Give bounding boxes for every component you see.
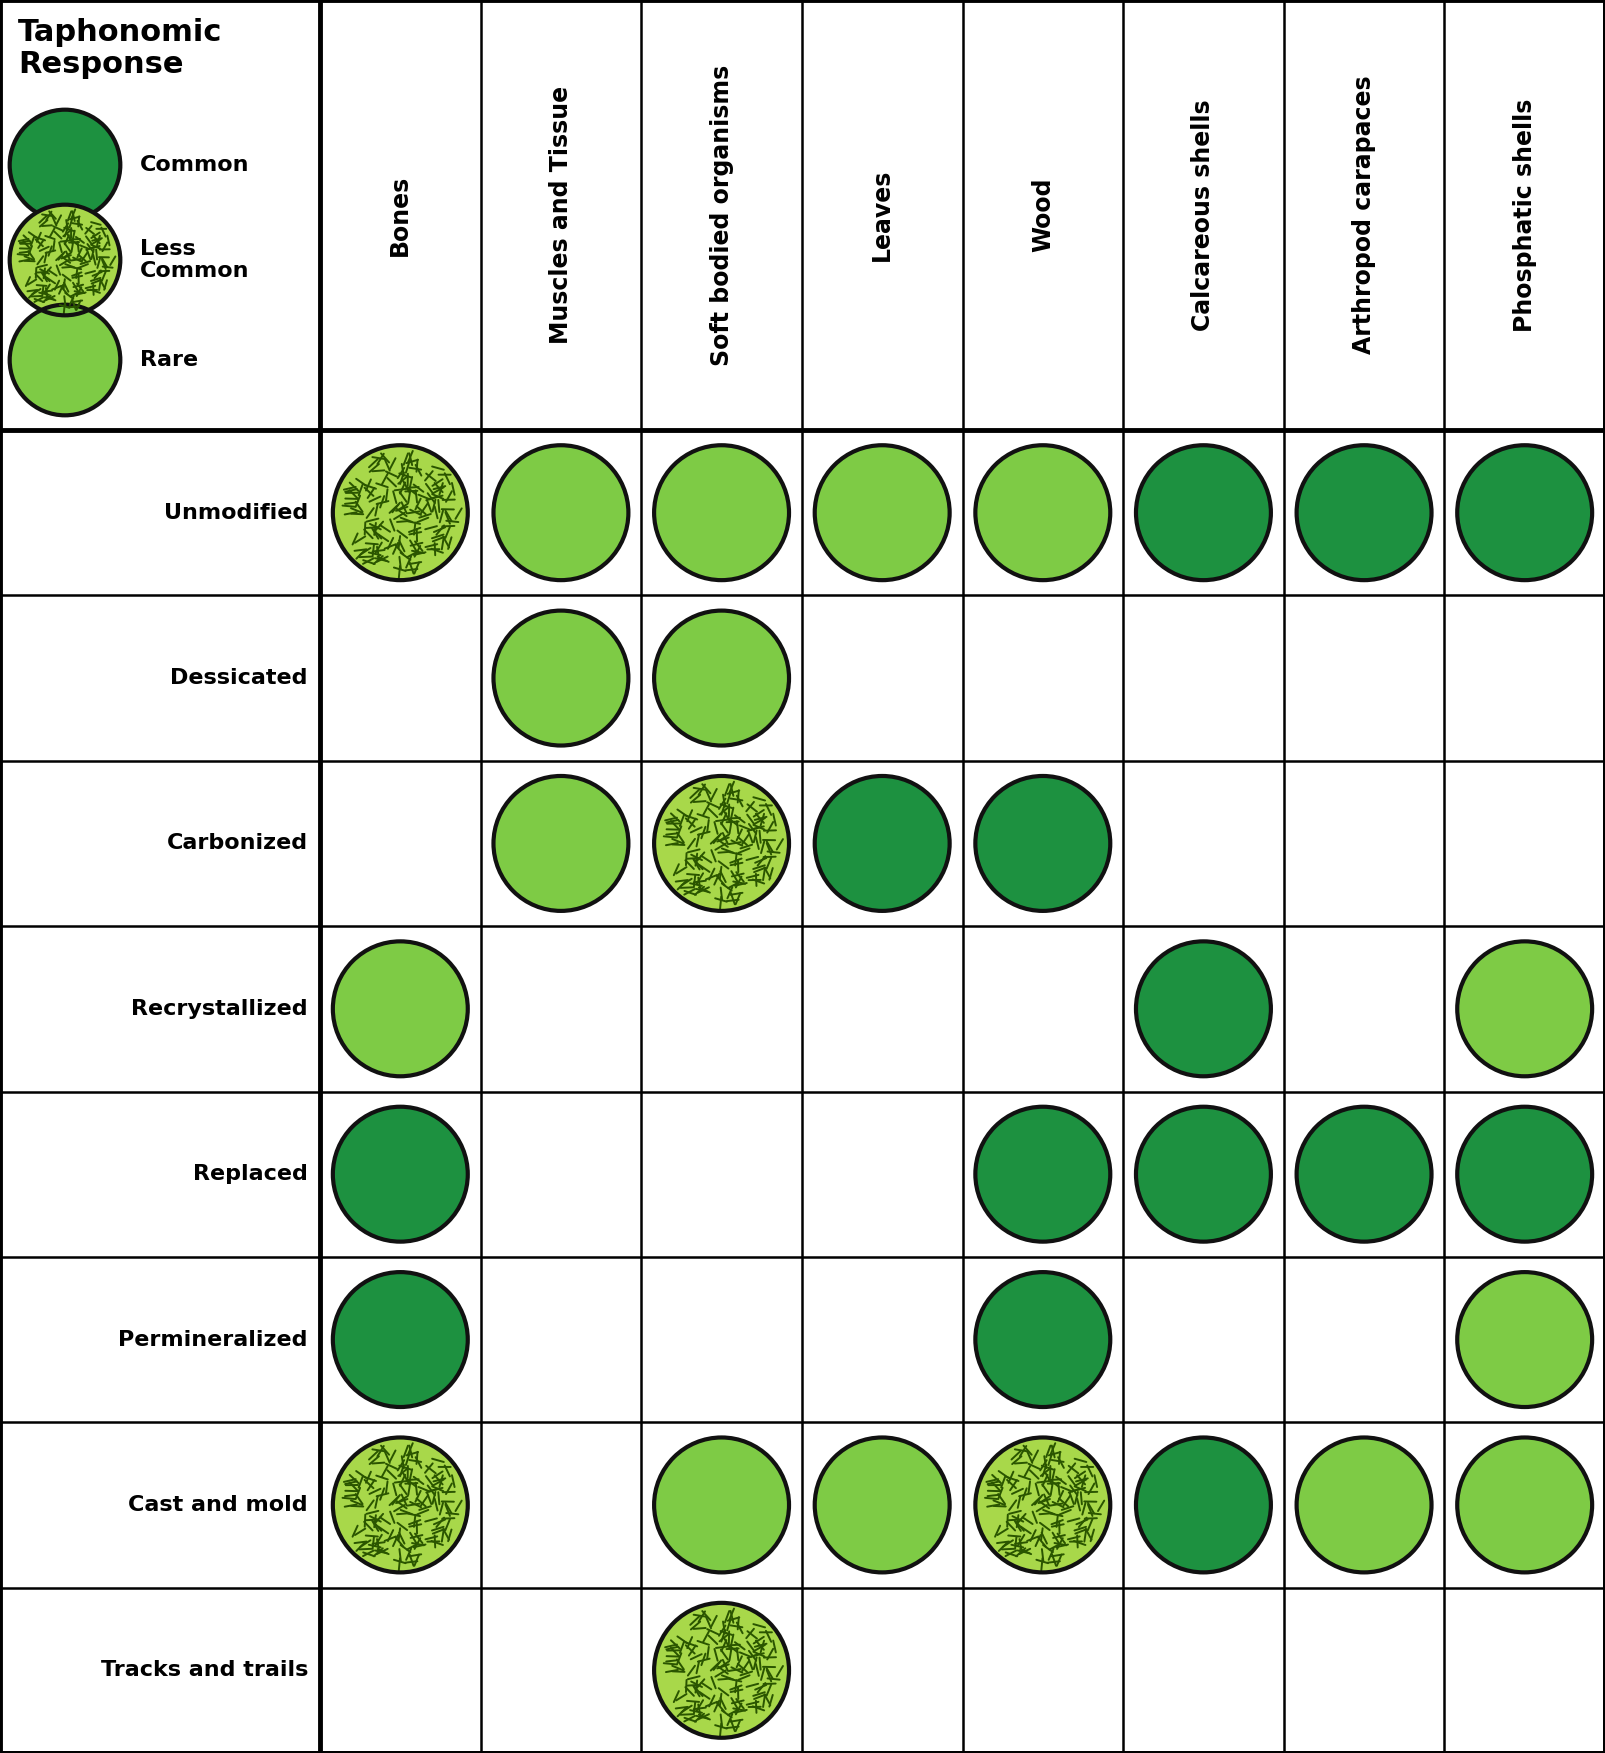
Circle shape <box>1136 445 1271 580</box>
Text: Taphonomic
Response: Taphonomic Response <box>18 18 223 79</box>
Text: Tracks and trails: Tracks and trails <box>101 1660 308 1681</box>
Text: Carbonized: Carbonized <box>167 833 308 854</box>
Text: Soft bodied organisms: Soft bodied organisms <box>709 65 733 366</box>
Text: Rare: Rare <box>140 351 197 370</box>
Circle shape <box>1457 1106 1592 1241</box>
Circle shape <box>1457 1273 1592 1408</box>
Circle shape <box>332 445 467 580</box>
Circle shape <box>976 777 1111 912</box>
Circle shape <box>976 1437 1111 1572</box>
Text: Common: Common <box>140 154 249 175</box>
Circle shape <box>655 777 790 912</box>
Circle shape <box>655 445 790 580</box>
Text: Recrystallized: Recrystallized <box>132 999 308 1018</box>
Circle shape <box>493 777 629 912</box>
Circle shape <box>493 445 629 580</box>
Circle shape <box>1136 1106 1271 1241</box>
Circle shape <box>815 1437 950 1572</box>
Text: Less
Common: Less Common <box>140 238 249 280</box>
Text: Leaves: Leaves <box>870 168 894 261</box>
Text: Permineralized: Permineralized <box>119 1329 308 1350</box>
Circle shape <box>1136 1437 1271 1572</box>
Circle shape <box>10 205 120 316</box>
Circle shape <box>1297 1106 1432 1241</box>
Circle shape <box>976 1273 1111 1408</box>
Circle shape <box>976 1106 1111 1241</box>
Text: Muscles and Tissue: Muscles and Tissue <box>549 86 573 344</box>
Circle shape <box>332 1437 467 1572</box>
Circle shape <box>493 610 629 745</box>
Circle shape <box>10 305 120 415</box>
Circle shape <box>815 445 950 580</box>
Circle shape <box>1136 941 1271 1076</box>
Circle shape <box>655 1602 790 1737</box>
Circle shape <box>655 610 790 745</box>
Text: Arthropod carapaces: Arthropod carapaces <box>1351 75 1375 354</box>
Text: Replaced: Replaced <box>193 1164 308 1185</box>
Circle shape <box>332 1106 467 1241</box>
Text: Calcareous shells: Calcareous shells <box>1191 100 1215 331</box>
Text: Cast and mold: Cast and mold <box>128 1495 308 1515</box>
Circle shape <box>1457 941 1592 1076</box>
Text: Bones: Bones <box>388 174 412 256</box>
Circle shape <box>10 110 120 221</box>
Circle shape <box>1297 445 1432 580</box>
Text: Dessicated: Dessicated <box>170 668 308 689</box>
Circle shape <box>1457 1437 1592 1572</box>
Text: Wood: Wood <box>1030 177 1054 252</box>
Circle shape <box>1297 1437 1432 1572</box>
Text: Unmodified: Unmodified <box>164 503 308 522</box>
Text: Phosphatic shells: Phosphatic shells <box>1512 98 1536 331</box>
Circle shape <box>1457 445 1592 580</box>
Circle shape <box>332 941 467 1076</box>
Circle shape <box>976 445 1111 580</box>
Circle shape <box>332 1273 467 1408</box>
Circle shape <box>655 1437 790 1572</box>
Circle shape <box>815 777 950 912</box>
